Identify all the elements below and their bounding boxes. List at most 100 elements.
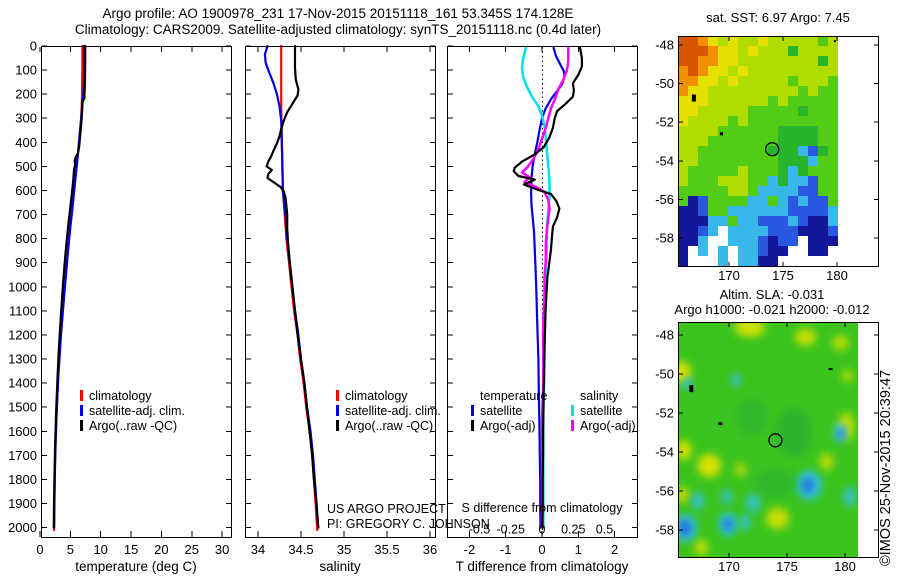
axes-box [678,322,879,558]
sst-cell [678,56,688,66]
sst-cell [818,226,828,236]
sla-blob [723,518,733,531]
sst-cell [738,216,748,226]
sst-cell [708,126,718,136]
sst-cell [738,66,748,76]
sst-cell [728,146,738,156]
sst-cell [758,66,768,76]
sla-blob [745,492,761,513]
x-tick-label: 35 [337,542,351,557]
sst-cell [738,46,748,56]
sst-cell [798,146,808,156]
sst-cell [818,236,828,246]
sla-blob [802,478,814,492]
sst-cell [698,146,708,156]
sst-cell [728,176,738,186]
sst-cell [768,36,778,46]
sst-cell [758,46,768,56]
sla-blob [735,397,769,437]
sst-cell [808,176,818,186]
x-tick-label: 0 [36,542,43,557]
sst-cell [688,236,698,246]
sst-cell [728,206,738,216]
sst-cell [798,106,808,116]
sst-cell [808,236,818,246]
sst-cell [788,36,798,46]
sst-cell [808,106,818,116]
depth-tick-label: 0 [30,39,37,54]
imos-watermark: ©IMOS 25-Nov-2015 20:39:47 [878,369,894,566]
sst-cell [698,36,708,46]
legend-marker-t-satellite [471,405,474,416]
sst-cell [758,226,768,236]
sst-cell [688,166,698,176]
sst-cell [708,136,718,146]
sst-cell [708,146,718,156]
depth-tick-label: 100 [15,63,37,78]
sst-cell [788,46,798,56]
sla-blob [678,361,691,383]
x-tick-label: 25 [185,542,199,557]
sst-cell [688,36,698,46]
salinity-legend: climatology satellite-adj. clim. Argo(..… [336,389,441,434]
sst-cell [698,196,708,206]
sst-cell [768,216,778,226]
sst-cell [778,86,788,96]
axes-box [245,46,436,538]
sst-cell [738,96,748,106]
sla-field [678,322,858,557]
x-tick-label: -2 [464,542,476,557]
sst-cell [688,146,698,156]
sst-cell [788,186,798,196]
sst-cell [788,76,798,86]
sst-cell [718,156,728,166]
float-position-marker [768,433,783,448]
sst-cell [798,116,808,126]
sla-blob [735,462,746,477]
sst-cell [748,156,758,166]
legend-marker-s-satellite [571,405,574,416]
temperature-legend: climatology satellite-adj. clim. Argo(..… [80,389,185,434]
sst-cell [728,66,738,76]
s-difference-axis-label: S difference from climatology [461,501,623,515]
sst-cell [778,186,788,196]
legend-item-climatology: climatology [80,389,185,404]
sst-cell [708,206,718,216]
sst-cell [718,56,728,66]
sla-blob [775,407,813,458]
sst-cell [718,46,728,56]
sst-cell [808,166,818,176]
legend-item-climatology: climatology [336,389,441,404]
sst-cell [818,36,828,46]
sst-cell [758,176,768,186]
sst-cell [698,96,708,106]
sst-cell [758,256,768,266]
sst-cell [698,86,708,96]
sst-cell [828,66,838,76]
sst-cell [688,46,698,56]
sst-cell [788,226,798,236]
sst-cell [778,76,788,86]
sst-cell [768,76,778,86]
map-y-tick-label: -52 [655,406,674,421]
legend-marker-climatology [336,390,339,401]
map-x-tick-label: 170 [718,268,740,283]
sst-cell [818,186,828,196]
legend-item-s-argo-adj: Argo(-adj) [571,419,636,434]
legend-label: Argo(-adj) [580,419,636,433]
sst-cell [678,46,688,56]
x-tick-label: 2 [611,542,618,557]
profile-line-climatology [52,44,84,532]
sst-cell [788,196,798,206]
map-x-tick-label: 180 [826,268,848,283]
axes-box [678,36,879,267]
sst-cell [748,76,758,86]
difference-legend-salinity: salinity satellite Argo(-adj) [571,389,636,434]
sst-cell [728,86,738,96]
sst-cell [678,206,688,216]
sst-cell [678,126,688,136]
legend-item-argo-raw: Argo(..raw -QC) [336,419,441,434]
sst-cell [728,116,738,126]
sst-cell [758,236,768,246]
legend-marker-t-argo-adj [471,420,474,431]
